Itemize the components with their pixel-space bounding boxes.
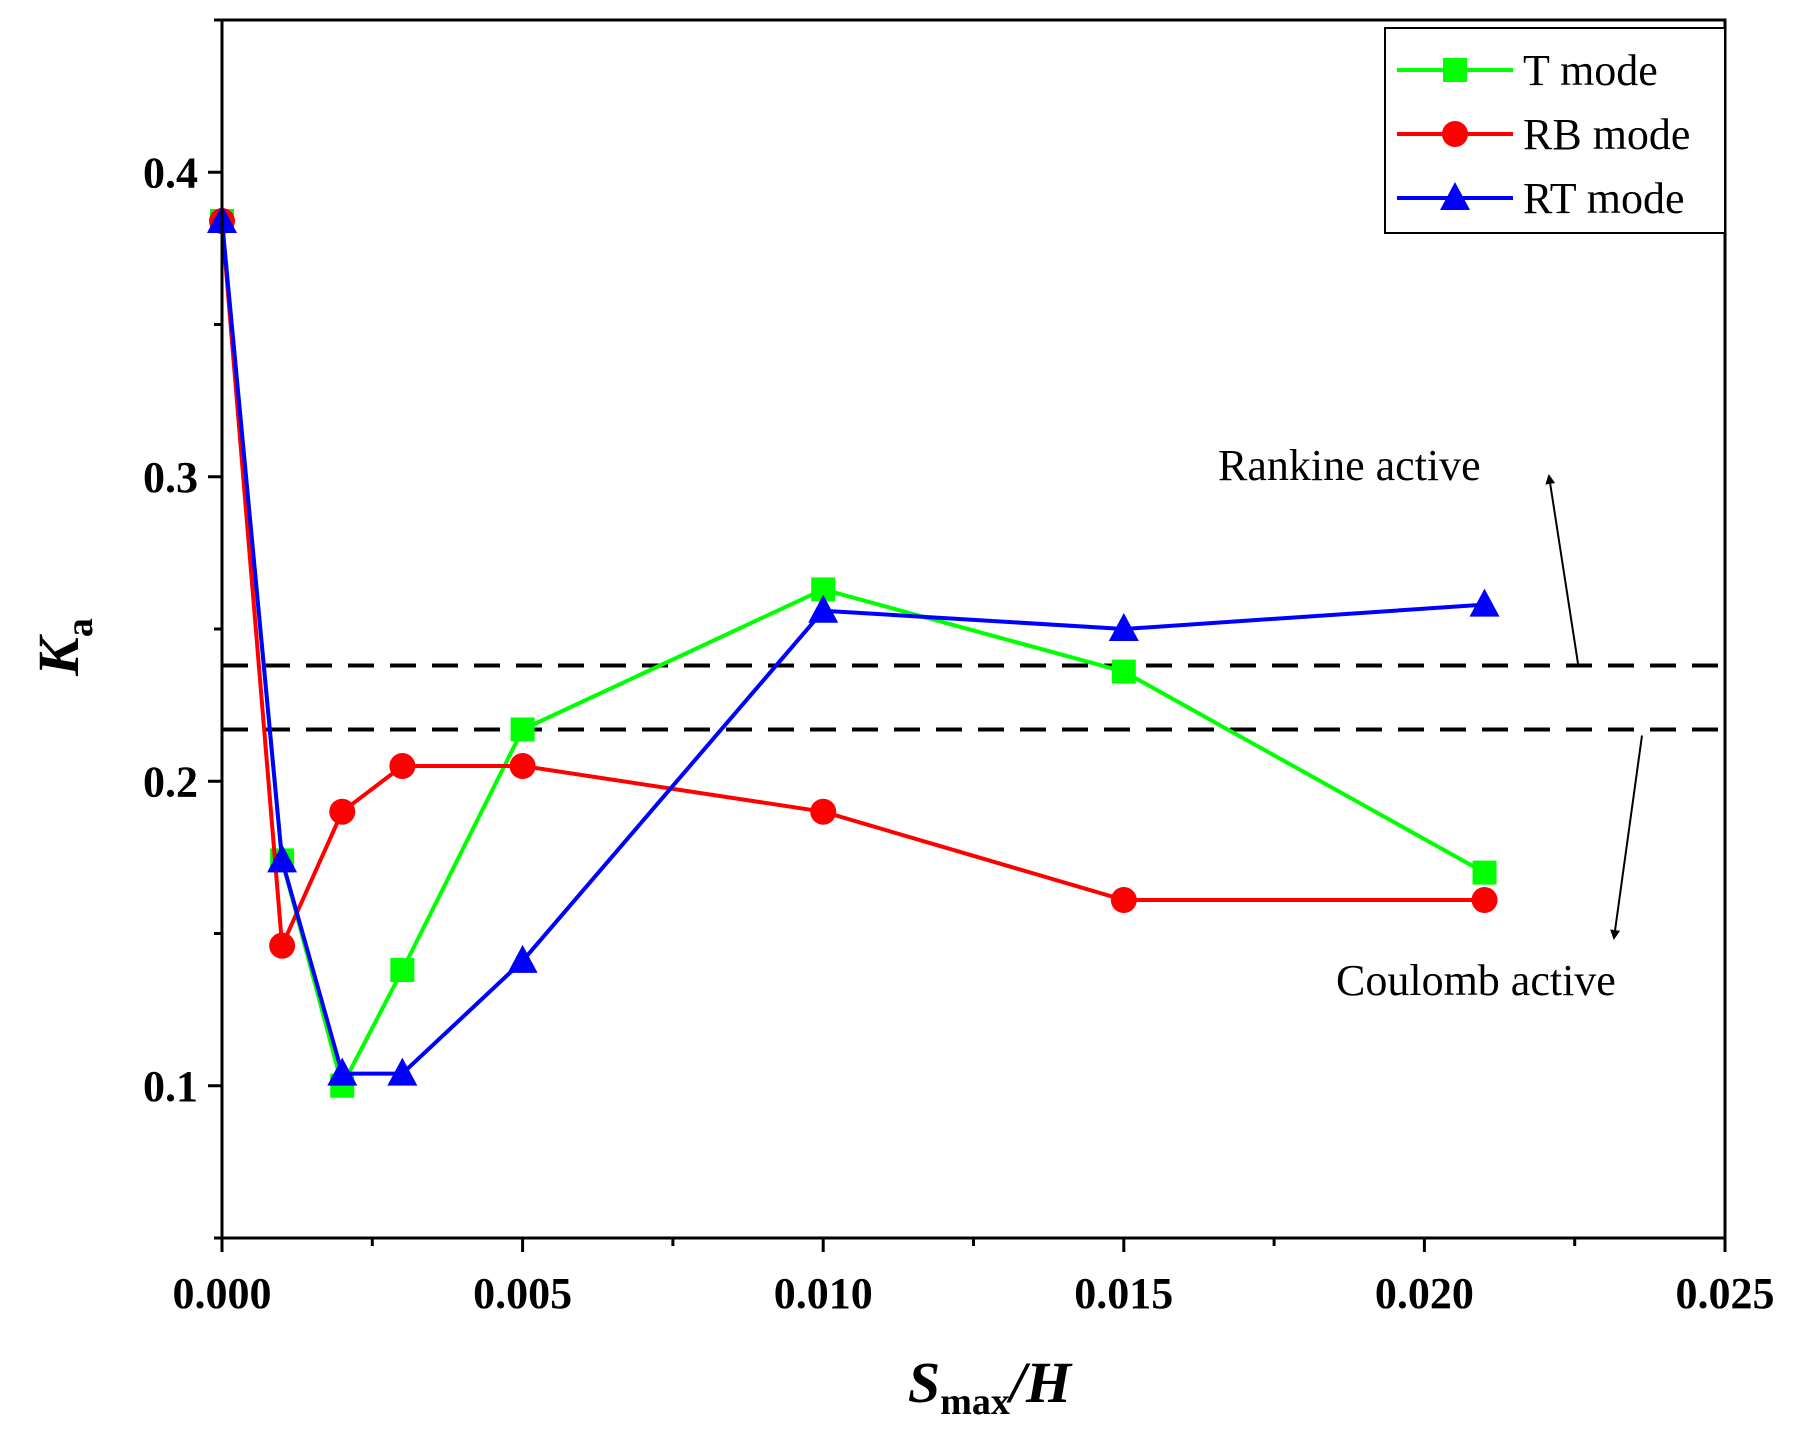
legend-label-t: T mode xyxy=(1523,46,1658,95)
y-tick-label: 0.4 xyxy=(143,148,198,197)
point-rt-3 xyxy=(387,1057,418,1086)
legend-marker-rb xyxy=(1442,121,1468,147)
x-tick-label: 0.000 xyxy=(173,1269,272,1318)
point-rb-3 xyxy=(389,753,416,780)
y-axis-title: Ka xyxy=(26,618,101,677)
point-rb-5 xyxy=(810,798,837,825)
legend-marker-t xyxy=(1443,58,1467,82)
point-rb-2 xyxy=(329,798,356,825)
y-axis-title-text: Ka xyxy=(26,618,101,677)
y-tick-label: 0.1 xyxy=(143,1062,198,1111)
labels-layer: 0.000 0.005 0.010 0.015 0.020 0.025 0.1 0.2 0.3 0… xyxy=(26,148,1775,1423)
point-rb-6 xyxy=(1110,887,1137,914)
point-t-4 xyxy=(510,717,535,742)
point-rb-7 xyxy=(1471,887,1498,914)
point-t-6 xyxy=(1111,659,1136,684)
point-rt-7 xyxy=(1469,588,1500,617)
x-tick-label: 0.015 xyxy=(1074,1269,1173,1318)
y-tick-label: 0.3 xyxy=(143,453,198,502)
annotation-rankine-arrow xyxy=(1545,474,1579,664)
axes-layer xyxy=(208,18,1727,1252)
series-line-t xyxy=(220,220,1486,1088)
legend-label-rt: RT mode xyxy=(1523,174,1685,223)
annotations-layer: Rankine active Coulomb active xyxy=(1218,441,1643,1005)
point-rt-6 xyxy=(1108,613,1139,641)
annotation-coulomb-arrow xyxy=(1610,735,1643,940)
legend-label-rb: RB mode xyxy=(1523,110,1690,159)
annotation-rankine: Rankine active xyxy=(1218,441,1481,490)
series-line-rb xyxy=(220,220,1485,948)
legend-marker-rt xyxy=(1440,182,1470,210)
reference-lines-layer xyxy=(222,663,1725,732)
y-tick-label: 0.2 xyxy=(143,757,198,806)
point-t-3 xyxy=(390,958,415,983)
legend: T mode RB mode RT mode xyxy=(1384,27,1726,234)
point-rb-1 xyxy=(269,932,296,959)
x-tick-label: 0.010 xyxy=(774,1269,873,1318)
x-axis-title: Smax/H xyxy=(908,1350,1073,1423)
x-tick-label: 0.020 xyxy=(1375,1269,1474,1318)
point-rt-4 xyxy=(507,944,538,973)
series-line-rt xyxy=(220,220,1485,1076)
point-rt-2 xyxy=(327,1057,358,1086)
x-tick-label: 0.005 xyxy=(473,1269,572,1318)
point-rb-4 xyxy=(509,753,536,780)
x-tick-label: 0.025 xyxy=(1676,1269,1775,1318)
series-layer xyxy=(207,204,1500,1098)
point-rt-5 xyxy=(808,594,839,623)
point-rt-1 xyxy=(267,844,298,873)
point-t-7 xyxy=(1472,860,1497,885)
annotation-coulomb: Coulomb active xyxy=(1336,956,1616,1005)
